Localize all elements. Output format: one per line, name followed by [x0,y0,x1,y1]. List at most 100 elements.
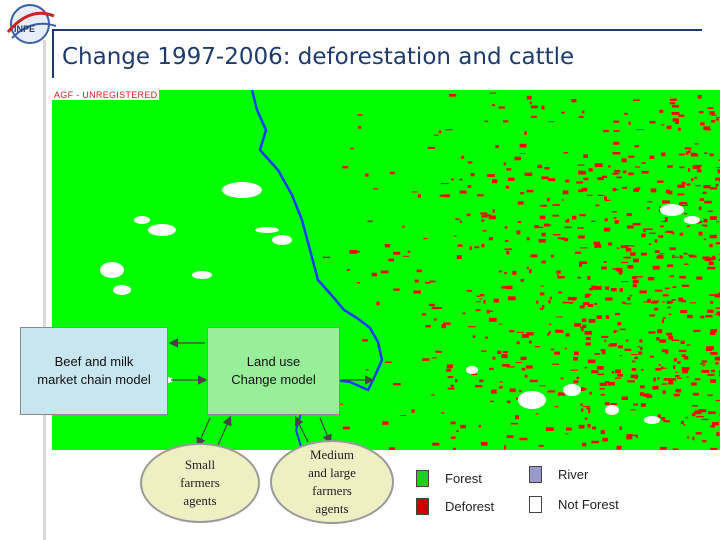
deforest-patch [715,183,719,187]
deforest-patch [548,178,556,182]
deforest-patch [672,105,680,108]
deforest-patch [624,112,628,115]
deforest-patch [683,423,686,426]
deforest-patch [617,322,622,326]
deforest-patch [683,263,689,265]
deforest-patch [572,215,577,220]
deforest-patch [669,378,677,381]
deforest-patch [446,364,453,369]
deforest-patch [677,193,685,196]
deforest-patch [504,248,512,251]
deforest-patch [566,427,572,431]
deforest-patch [667,306,671,309]
deforest-patch [462,312,466,315]
inpe-logo: INPE [2,2,58,50]
deforest-patch [569,297,578,300]
deforest-patch [613,189,619,191]
deforest-patch [554,351,560,355]
deforest-patch [649,355,654,358]
deforest-patch [471,373,478,376]
deforest-patch [660,366,664,370]
deforest-patch [691,413,696,417]
deforest-patch [506,435,514,438]
deforest-patch [594,303,598,305]
not-forest-patch [605,405,619,415]
legend-label-deforest: Deforest [445,499,495,514]
deforest-patch [669,275,674,278]
deforest-patch [716,432,720,437]
deforest-patch [616,247,620,249]
deforest-patch [671,339,680,341]
not-forest-patch [113,285,131,295]
deforest-patch [668,335,674,340]
deforest-patch [468,326,476,328]
deforest-patch [632,279,639,284]
deforest-patch [596,315,602,319]
deforest-patch [673,393,680,397]
deforest-patch [417,194,421,198]
deforest-patch [678,127,681,131]
deforest-patch [491,104,495,107]
deforest-patch [621,158,627,163]
deforest-patch [581,187,588,191]
deforest-patch [580,387,585,391]
deforest-patch [605,286,610,290]
deforest-patch [441,412,445,414]
deforest-patch [687,168,691,172]
deforest-patch [666,125,672,130]
deforest-patch [443,322,451,325]
deforest-patch [543,223,549,227]
deforest-patch [413,290,421,294]
deforest-patch [516,230,521,235]
deforest-patch [677,184,685,188]
deforest-patch [567,218,570,223]
deforest-patch [489,367,494,370]
deforest-patch [558,291,563,294]
deforest-patch [667,264,674,268]
deforest-patch [674,256,680,258]
deforest-patch [621,396,629,400]
deforest-patch [571,99,577,103]
deforest-patch [539,385,546,387]
deforest-patch [714,293,720,298]
deforest-patch [499,323,503,325]
deforest-patch [541,105,545,110]
deforest-patch [573,356,578,361]
deforest-patch [553,234,561,236]
title-rule-vertical [52,30,54,78]
deforest-patch [635,187,641,190]
deforest-patch [384,244,390,248]
deforest-patch [528,340,532,344]
deforest-patch [628,155,635,158]
land-use-change-model-box: Land use Change model [207,327,340,415]
deforest-patch [630,374,639,379]
not-forest-patch [644,416,660,424]
deforest-patch [504,271,507,275]
deforest-patch [542,305,545,308]
deforest-patch [459,220,462,223]
deforest-patch [589,391,592,395]
deforest-patch [512,270,517,275]
deforest-patch [700,315,705,319]
deforest-patch [639,392,645,396]
deforest-patch [540,166,543,169]
deforest-patch [613,141,620,145]
deforest-patch [565,433,569,435]
deforest-patch [425,281,431,284]
deforest-patch [474,246,480,249]
deforest-patch [626,435,633,440]
deforest-patch [486,309,490,314]
deforest-patch [661,319,664,323]
deforest-patch [681,181,686,185]
deforest-patches [321,92,720,450]
deforest-patch [342,166,349,169]
deforest-patch [647,201,653,203]
deforest-patch [710,352,718,355]
deforest-patch [367,220,373,223]
deforest-patch [507,296,516,301]
deforest-patch [538,444,544,447]
deforest-patch [556,316,563,318]
deforest-patch [502,351,508,354]
deforest-patch [407,250,411,253]
deforest-patch [492,209,495,213]
